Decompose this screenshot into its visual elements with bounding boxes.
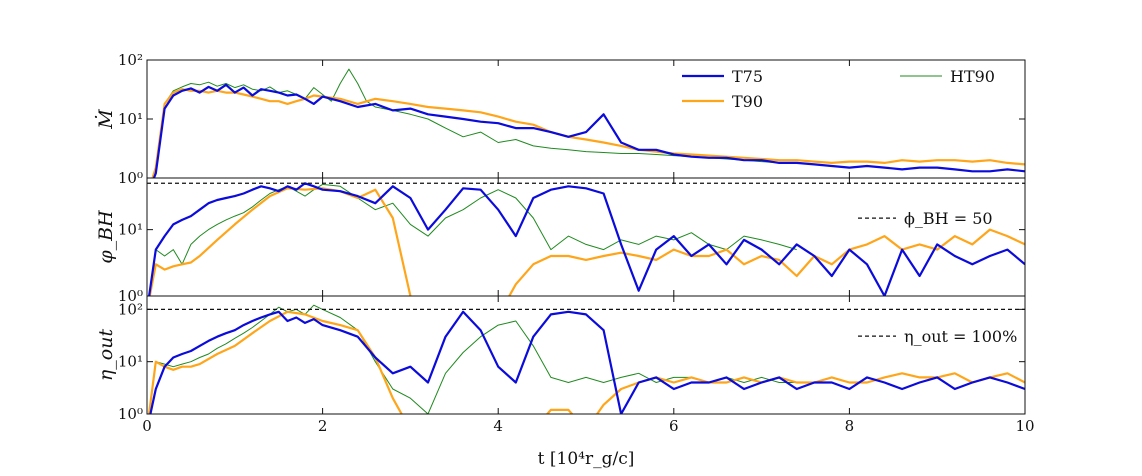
y-axis-label: η_out	[95, 329, 117, 382]
x-tick-label: 0	[142, 417, 152, 435]
series-line-t90	[147, 310, 1025, 414]
y-tick-label: 10⁰	[118, 405, 143, 423]
x-tick-label: 2	[318, 417, 328, 435]
panel-mdot: 10⁰ 10¹ 10² Ṁ	[94, 51, 1026, 187]
series-line-ht90	[148, 183, 797, 296]
reference-label: ϕ_BH = 50	[904, 209, 993, 228]
y-axis-label: φ_BH	[95, 210, 117, 264]
series-line-t90	[148, 187, 1025, 296]
panel-mdot-series	[151, 68, 1025, 178]
x-tick-label: 8	[845, 417, 855, 435]
panel-phi-series	[148, 182, 1025, 296]
x-tick-label: 10	[1015, 417, 1034, 435]
y-tick-label: 10²	[118, 51, 143, 69]
legend-label-t90: T90	[732, 92, 763, 111]
x-axis-label: t [10⁴r_g/c]	[538, 449, 635, 469]
y-tick-label: 10¹	[118, 110, 143, 128]
y-tick-label: 10⁰	[118, 287, 143, 305]
series-line-t75	[148, 182, 1025, 296]
panel-frame	[146, 59, 1026, 179]
x-tick-label: 6	[669, 417, 679, 435]
series-line-t90	[151, 88, 1025, 178]
reference-label: η_out = 100%	[904, 327, 1017, 346]
x-tick-label: 4	[493, 417, 503, 435]
legend-label-t75: T75	[732, 67, 763, 86]
y-tick-label: 10⁰	[118, 169, 143, 187]
y-tick-label: 10¹	[118, 353, 143, 371]
series-line-t75	[152, 83, 1025, 178]
panel-frame	[146, 177, 1026, 297]
legend-label-ht90: HT90	[950, 67, 995, 86]
y-tick-label: 10¹	[118, 221, 143, 239]
y-axis-label: Ṁ	[94, 109, 117, 130]
y-tick-label: 10²	[118, 300, 143, 318]
series-line-t75	[149, 310, 1025, 414]
panel-frame	[146, 295, 1026, 415]
panel-eta: η_out = 100% 10⁰ 10¹ 10² 0 2 4 6 8 10 η_out	[95, 295, 1035, 435]
legend: T75 T90 HT90	[682, 67, 995, 111]
panel-eta-series	[147, 304, 1025, 414]
